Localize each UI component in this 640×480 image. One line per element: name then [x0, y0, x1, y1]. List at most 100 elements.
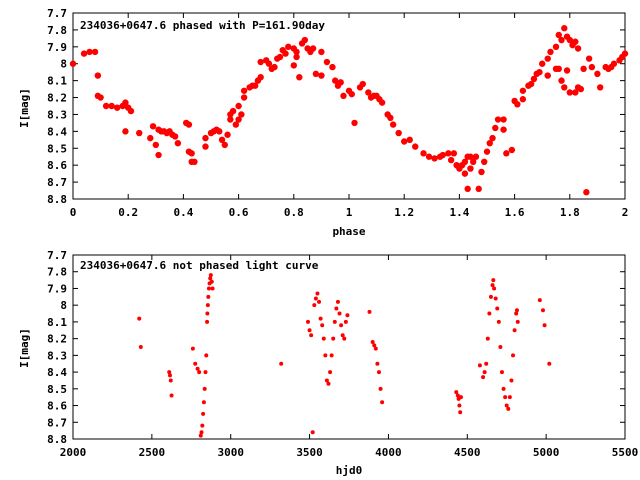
phased-data-point	[152, 141, 159, 149]
phased-x-tick-label: 0.4	[173, 206, 193, 219]
phased-y-tick-label: 8.2	[47, 92, 67, 105]
unphased-data-point	[305, 319, 310, 324]
phased-data-point	[425, 153, 433, 160]
phased-data-point	[508, 146, 516, 154]
unphased-data-point	[511, 353, 516, 358]
unphased-data-point	[506, 406, 511, 411]
phased-data-point	[293, 53, 300, 61]
phased-data-point	[583, 189, 590, 196]
unphased-data-point	[138, 345, 143, 349]
unphased-data-point	[323, 353, 328, 358]
unphased-data-point	[203, 370, 208, 375]
phased-data-point	[235, 116, 242, 123]
unphased-data-point	[206, 286, 211, 291]
unphased-data-point	[484, 361, 489, 366]
phased-data-point	[519, 87, 527, 94]
phased-data-point	[348, 90, 355, 98]
unphased-data-point	[495, 306, 500, 311]
phased-axes: 0 0.2 0.4 0.6 0.8 1 1.2 1.4 1.6 1.8 2 7.7 7.8 7.9 8 8.1…	[47, 7, 628, 219]
phased-data-point	[359, 80, 366, 88]
phased-x-tick-label: 1.8	[560, 206, 580, 219]
phased-data-point	[555, 65, 562, 73]
phased-data-point	[588, 63, 596, 71]
unphased-x-tick-label: 2000	[60, 446, 87, 459]
phased-data-point	[318, 72, 325, 79]
unphased-data-point	[318, 316, 323, 321]
phased-data-point	[282, 50, 289, 57]
unphased-y-tick-label: 8.2	[47, 333, 67, 346]
phased-x-tick-label: 1.2	[394, 206, 414, 219]
unphased-x-tick-label: 5000	[533, 446, 560, 459]
phased-data-point	[251, 82, 259, 89]
phased-data-point	[572, 38, 579, 45]
phased-data-point	[503, 150, 510, 157]
phased-data-points	[69, 25, 629, 196]
unphased-data-point	[376, 370, 381, 375]
phased-data-point	[478, 168, 485, 176]
phased-data-point	[218, 136, 226, 144]
phased-data-point	[536, 68, 543, 76]
unphased-data-point	[481, 375, 486, 380]
phased-data-point	[563, 67, 571, 74]
unphased-data-point	[202, 386, 207, 391]
unphased-data-point	[201, 400, 206, 405]
unphased-data-point	[342, 336, 347, 341]
phased-data-point	[387, 114, 394, 122]
phased-y-tick-label: 8.1	[47, 75, 67, 88]
phased-data-point	[337, 79, 344, 86]
phased-plot-frame	[72, 12, 626, 200]
phased-data-point	[202, 143, 209, 150]
phased-data-point	[127, 107, 135, 115]
unphased-data-point	[458, 395, 463, 400]
unphased-data-point	[455, 393, 460, 398]
phased-data-point	[86, 48, 93, 56]
phased-x-tick-label: 2	[622, 206, 629, 219]
phased-data-point	[494, 116, 502, 123]
phased-data-point	[547, 48, 554, 56]
phased-y-tick-label: 8.5	[47, 142, 67, 155]
unphased-data-point	[507, 395, 512, 400]
unphased-y-tick-label: 8.3	[47, 349, 67, 362]
phased-data-point	[561, 84, 568, 91]
unphased-data-point	[458, 410, 463, 415]
unphased-data-point	[210, 286, 215, 291]
unphased-data-point	[167, 370, 172, 375]
phased-x-tick-label: 1.4	[449, 206, 469, 219]
phased-data-point	[265, 60, 273, 67]
phased-data-point	[467, 165, 474, 172]
unphased-data-points	[137, 273, 552, 438]
phased-data-point	[323, 58, 331, 66]
phased-data-point	[257, 74, 264, 81]
phased-chart-title: 234036+0647.6 phased with P=161.90day	[80, 19, 325, 32]
phased-x-tick-label: 1.6	[505, 206, 525, 219]
phased-data-point	[580, 65, 587, 73]
unphased-light-curve-panel: 234036+0647.6 not phased light curve hjd…	[18, 249, 638, 477]
unphased-data-point	[485, 336, 490, 341]
phased-data-point	[514, 101, 521, 108]
phased-data-point	[492, 124, 499, 132]
unphased-data-point	[488, 294, 493, 299]
phased-data-point	[596, 84, 604, 91]
phased-data-point	[566, 89, 573, 96]
phased-data-point	[271, 63, 278, 71]
phased-data-point	[149, 123, 157, 130]
phased-data-point	[224, 131, 231, 138]
phased-data-point	[544, 55, 551, 62]
unphased-data-point	[320, 323, 325, 328]
unphased-data-point	[331, 336, 336, 341]
phased-y-tick-label: 8.6	[47, 159, 67, 172]
phased-data-point	[558, 77, 565, 84]
phased-data-point	[171, 133, 179, 140]
unphased-y-tick-label: 8.7	[47, 416, 67, 429]
phased-y-tick-label: 7.9	[47, 41, 67, 54]
phased-data-point	[470, 158, 477, 165]
unphased-data-point	[197, 370, 202, 375]
unphased-data-point	[454, 390, 459, 395]
phased-data-point	[467, 153, 474, 160]
unphased-data-point	[169, 393, 174, 398]
unphased-data-point	[205, 303, 210, 308]
phased-data-point	[461, 158, 469, 165]
phased-data-point	[406, 136, 413, 144]
phased-data-point	[191, 158, 198, 165]
unphased-data-point	[337, 311, 342, 316]
